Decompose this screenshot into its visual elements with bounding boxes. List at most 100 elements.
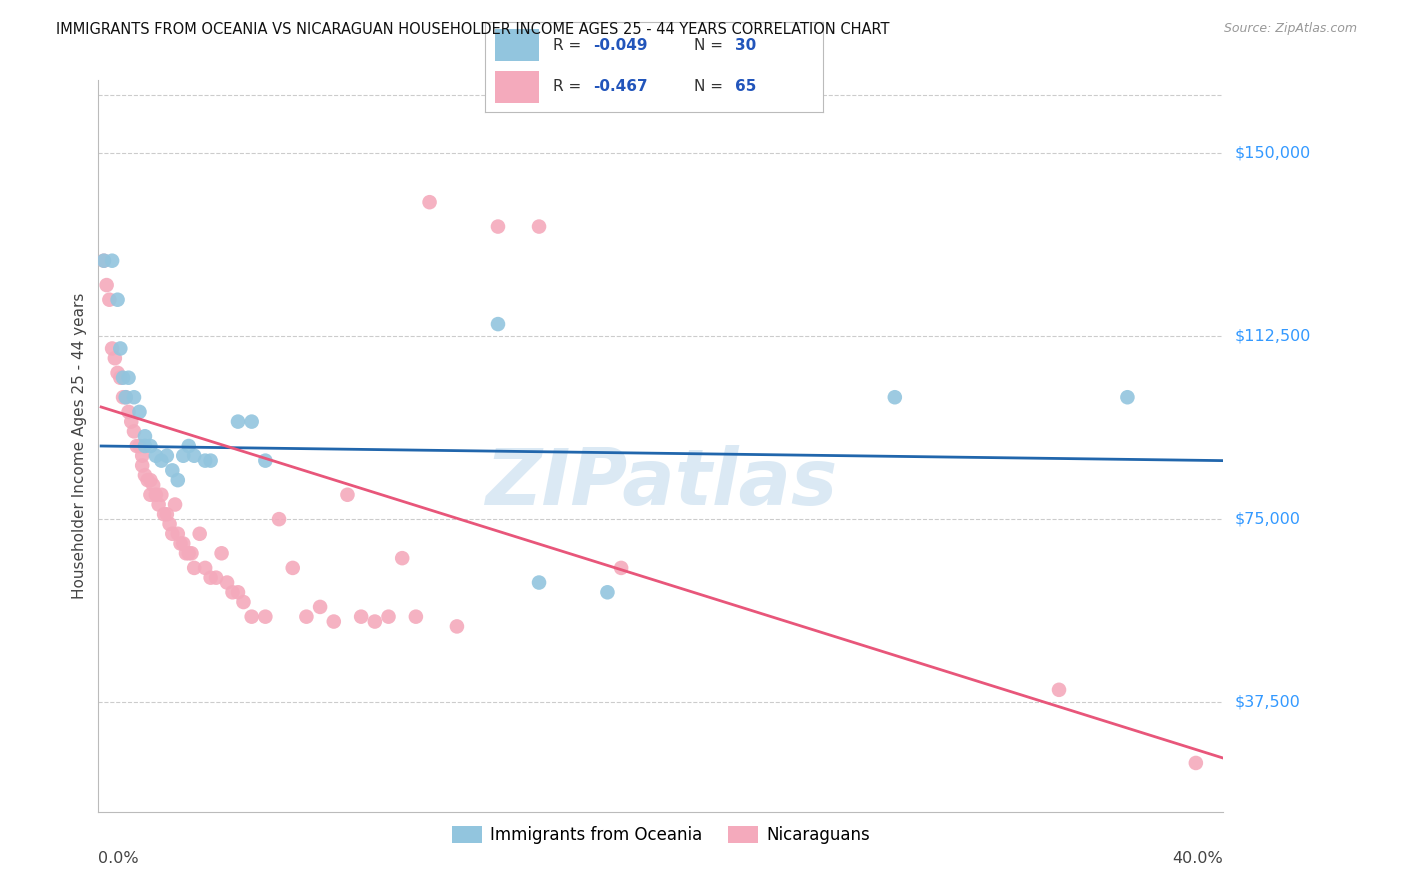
Point	[162, 463, 184, 477]
Point	[110, 342, 132, 356]
Point	[350, 609, 373, 624]
Text: 30: 30	[735, 37, 756, 53]
Text: $112,500: $112,500	[1234, 329, 1310, 343]
Point	[377, 609, 399, 624]
Point	[295, 609, 318, 624]
Point	[142, 478, 165, 492]
Point	[93, 253, 115, 268]
Text: ZIPatlas: ZIPatlas	[485, 444, 837, 521]
Point	[139, 473, 162, 487]
Point	[145, 449, 167, 463]
Point	[322, 615, 344, 629]
Point	[145, 488, 167, 502]
Point	[122, 390, 145, 404]
Point	[112, 370, 135, 384]
Point	[254, 609, 277, 624]
Point	[98, 293, 121, 307]
Point	[120, 415, 142, 429]
Text: 40.0%: 40.0%	[1173, 851, 1223, 865]
Point	[136, 473, 159, 487]
Point	[134, 429, 156, 443]
Point	[148, 498, 170, 512]
Text: Source: ZipAtlas.com: Source: ZipAtlas.com	[1223, 22, 1357, 36]
Point	[172, 536, 194, 550]
Point	[112, 390, 135, 404]
Point	[134, 468, 156, 483]
Point	[101, 342, 124, 356]
Text: $75,000: $75,000	[1234, 512, 1301, 526]
Point	[131, 449, 153, 463]
Point	[159, 516, 181, 531]
Point	[211, 546, 233, 560]
Point	[446, 619, 468, 633]
Point	[883, 390, 905, 404]
Point	[172, 449, 194, 463]
Point	[200, 571, 222, 585]
Point	[162, 526, 184, 541]
Point	[205, 571, 228, 585]
Point	[110, 370, 132, 384]
Point	[156, 449, 179, 463]
Point	[1116, 390, 1139, 404]
Point	[194, 561, 217, 575]
Point	[486, 317, 509, 331]
Point	[114, 390, 136, 404]
Point	[419, 195, 441, 210]
Point	[610, 561, 633, 575]
Point	[267, 512, 290, 526]
Text: R =: R =	[553, 79, 586, 95]
FancyBboxPatch shape	[495, 71, 538, 103]
Point	[174, 546, 197, 560]
Text: N =: N =	[695, 79, 728, 95]
Point	[134, 439, 156, 453]
Point	[128, 439, 150, 453]
Point	[180, 546, 202, 560]
Point	[139, 488, 162, 502]
Point	[240, 415, 263, 429]
Point	[96, 278, 118, 293]
Point	[131, 458, 153, 473]
Point	[107, 366, 129, 380]
Point	[221, 585, 243, 599]
Point	[150, 488, 173, 502]
Text: -0.049: -0.049	[593, 37, 648, 53]
Point	[117, 370, 139, 384]
Point	[93, 253, 115, 268]
Text: IMMIGRANTS FROM OCEANIA VS NICARAGUAN HOUSEHOLDER INCOME AGES 25 - 44 YEARS CORR: IMMIGRANTS FROM OCEANIA VS NICARAGUAN HO…	[56, 22, 890, 37]
Point	[166, 473, 188, 487]
Point	[226, 415, 249, 429]
FancyBboxPatch shape	[495, 29, 538, 61]
Point	[240, 609, 263, 624]
Text: $150,000: $150,000	[1234, 146, 1310, 161]
Point	[122, 425, 145, 439]
Point	[107, 293, 129, 307]
Text: 65: 65	[735, 79, 756, 95]
Point	[364, 615, 387, 629]
Point	[156, 508, 179, 522]
Point	[183, 561, 205, 575]
Point	[486, 219, 509, 234]
Point	[527, 219, 550, 234]
Point	[153, 508, 176, 522]
Text: $37,500: $37,500	[1234, 695, 1301, 709]
Point	[596, 585, 619, 599]
Point	[169, 536, 191, 550]
Point	[125, 439, 148, 453]
Point	[254, 453, 277, 467]
Point	[104, 351, 127, 366]
Point	[101, 253, 124, 268]
Point	[166, 526, 188, 541]
Point	[165, 498, 187, 512]
Point	[117, 405, 139, 419]
Point	[527, 575, 550, 590]
Point	[128, 405, 150, 419]
Point	[114, 390, 136, 404]
Point	[183, 449, 205, 463]
Point	[232, 595, 254, 609]
Point	[226, 585, 249, 599]
Point	[1185, 756, 1208, 770]
Point	[215, 575, 238, 590]
Point	[1047, 682, 1070, 697]
Point	[188, 526, 211, 541]
Text: R =: R =	[553, 37, 586, 53]
